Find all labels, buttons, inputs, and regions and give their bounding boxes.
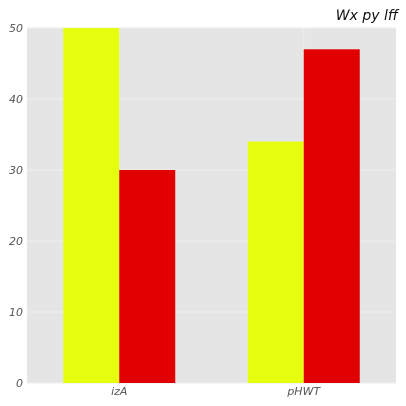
chart-title: Wx py lff [336, 8, 400, 24]
bar-izA-series-1 [63, 28, 120, 383]
bars [63, 28, 360, 384]
x-tick-label: pHWT [286, 385, 321, 398]
x-tick-label: izA [111, 385, 127, 398]
bar-pHWT-series-1 [247, 141, 304, 383]
y-tick-labels: 0 10 20 30 40 50 [9, 22, 23, 390]
x-tick-labels: izA pHWT [111, 385, 321, 398]
y-tick-label: 20 [9, 235, 23, 248]
y-tick-label: 40 [9, 93, 23, 106]
y-tick-label: 0 [16, 377, 23, 390]
bar-pHWT-series-2 [303, 49, 360, 384]
y-tick-label: 10 [9, 306, 23, 319]
y-tick-label: 30 [9, 164, 23, 177]
y-tick-label: 50 [9, 22, 23, 35]
bar-izA-series-2 [119, 170, 176, 383]
